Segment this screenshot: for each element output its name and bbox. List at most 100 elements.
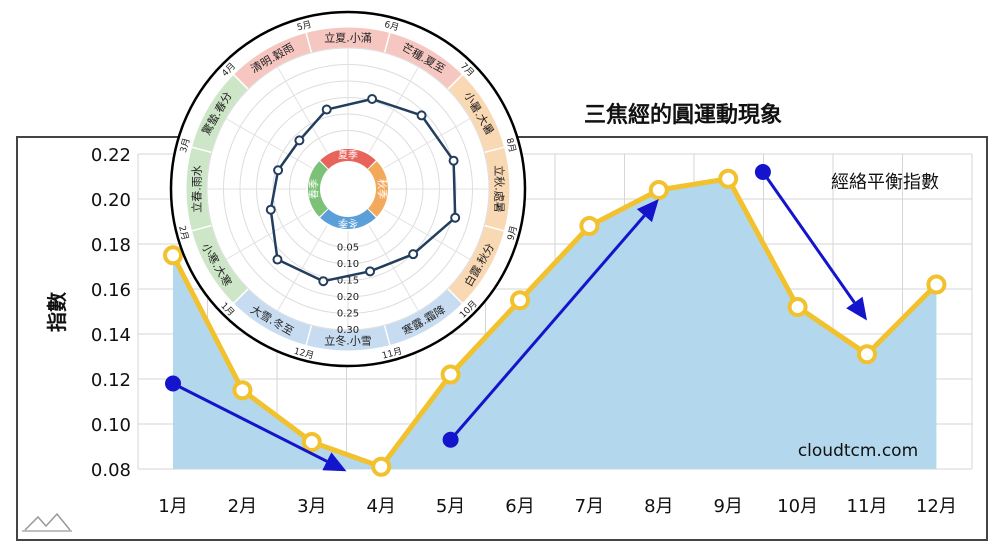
season-segment: [308, 161, 328, 217]
data-point: [718, 168, 739, 189]
radar-tick-label: 0.15: [337, 276, 359, 287]
y-tick-label: 0.22: [91, 145, 131, 166]
month-label: 6月: [383, 19, 400, 33]
season-label: 夏季: [338, 150, 358, 162]
month-label: 2月: [176, 225, 190, 242]
x-tick-label: 12月: [916, 496, 957, 517]
y-tick-label: 0.16: [91, 280, 131, 301]
x-tick-label: 2月: [228, 496, 257, 517]
trend-arrow-shaft: [172, 382, 328, 463]
band-separator: [305, 325, 313, 346]
radar-point: [448, 155, 459, 166]
x-tick-label: 4月: [366, 496, 395, 517]
solar-term-label: 立春.雨水: [190, 165, 204, 213]
y-tick-label: 0.20: [91, 190, 131, 211]
y-tick-label: 0.18: [91, 235, 131, 256]
radar-point: [265, 204, 276, 215]
month-label: 8月: [504, 137, 518, 154]
season-segment: [320, 209, 376, 230]
trend-arrow-shaft: [761, 171, 856, 304]
y-tick-label: 0.10: [91, 415, 131, 436]
radar-tick-label: 0.30: [337, 325, 359, 336]
y-axis-ticks: 0.08 0.10 0.12 0.14 0.16 0.18 0.20 0.22: [91, 145, 131, 481]
radar-spoke: [384, 209, 471, 260]
band-separator: [484, 224, 505, 232]
radar-tick-label: 0.10: [337, 259, 359, 270]
radar-tick-label: 0.25: [337, 309, 359, 320]
month-label: 9月: [505, 225, 519, 242]
month-label: 11月: [381, 346, 404, 362]
data-point: [232, 380, 253, 401]
x-tick-label: 6月: [505, 496, 534, 517]
data-point: [787, 297, 808, 317]
season-label: 春季: [309, 179, 321, 199]
data-point: [648, 180, 669, 200]
data-point: [579, 216, 600, 236]
radar-point: [272, 254, 283, 265]
radar-spoke: [225, 118, 312, 169]
month-label: 5月: [296, 19, 313, 33]
x-tick-label: 1月: [158, 496, 187, 517]
series-line-layer: [163, 168, 947, 477]
radar-point: [365, 266, 376, 277]
season-segment: [320, 148, 376, 169]
band-separator: [484, 146, 505, 154]
chart-title: 三焦經的圓運動現象: [584, 102, 782, 128]
radar-point: [321, 104, 332, 115]
radar-point: [294, 135, 305, 146]
band-separator: [191, 146, 212, 154]
x-tick-label: 9月: [713, 496, 742, 517]
y-tick-label: 0.08: [91, 460, 131, 481]
solar-term-label: 立夏.小滿: [324, 31, 372, 45]
data-point: [301, 432, 322, 452]
trend-arrow-head: [322, 452, 347, 472]
radar-spoke: [368, 66, 419, 153]
trend-arrow-head: [846, 296, 867, 321]
band-separator: [447, 73, 464, 90]
trend-arrows: [165, 164, 867, 472]
legend-entry: 經絡平衡指數: [831, 172, 939, 193]
month-label: 12月: [293, 346, 316, 362]
band-separator: [232, 73, 249, 90]
band-separator: [383, 32, 391, 53]
data-point: [371, 456, 392, 477]
y-axis-label: 指數: [45, 292, 69, 332]
radar-point: [408, 249, 419, 260]
radar-spoke: [277, 66, 328, 153]
x-axis-ticks: 1月 2月 3月 4月 5月 6月 7月 8月 9月 10月 11月 12月: [158, 496, 957, 517]
y-tick-label: 0.12: [91, 370, 131, 391]
series-area: [173, 178, 937, 469]
trend-arrow-head: [636, 199, 659, 223]
band-separator: [191, 224, 212, 232]
radar-point: [318, 276, 329, 287]
season-label: 秋季: [376, 179, 389, 199]
band-separator: [305, 32, 313, 53]
radar-chart: 立夏.小滿芒種.夏至小暑.大暑立秋.處暑白露.秋分寒露.霜降立冬.小雪大雪.冬至…: [169, 10, 527, 368]
radar-outer-ring: [169, 10, 527, 368]
y-tick-label: 0.14: [91, 325, 131, 346]
data-point: [857, 344, 877, 365]
solar-term-label: 立秋.處暑: [493, 165, 507, 213]
area-layer: [173, 178, 937, 469]
band-separator: [383, 325, 391, 346]
radar-point: [273, 165, 284, 176]
x-tick-label: 3月: [297, 496, 326, 517]
x-tick-label: 8月: [644, 496, 673, 517]
season-segment: [368, 161, 388, 217]
radar-spoke: [277, 225, 328, 312]
logo-icon: [22, 512, 72, 532]
month-label: 3月: [178, 137, 192, 154]
data-point: [440, 364, 461, 385]
radar-spoke: [225, 209, 312, 260]
band-separator: [232, 288, 249, 305]
season-label: 冬季: [338, 217, 358, 230]
radar-tick-label: 0.05: [337, 243, 359, 254]
x-tick-label: 11月: [847, 496, 888, 517]
band-separator: [447, 288, 464, 305]
data-point: [163, 245, 183, 266]
radar-tick-label: 0.20: [337, 292, 359, 303]
data-point: [510, 290, 530, 311]
watermark-text: cloudtcm.com: [798, 441, 918, 461]
radar-spoke: [368, 225, 419, 312]
